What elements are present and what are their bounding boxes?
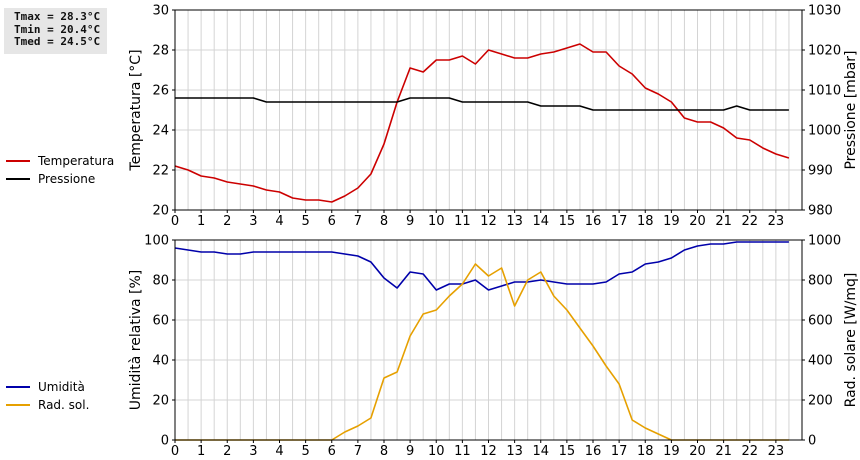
- x-tick-label: 6: [328, 444, 336, 459]
- series-line-pressione: [175, 97, 789, 111]
- y-left-tick-label: 0: [161, 434, 169, 449]
- x-tick-label: 10: [428, 214, 445, 229]
- legend-swatch-radsol: [6, 404, 30, 406]
- x-tick-label: 18: [637, 214, 654, 229]
- x-tick-label: 5: [301, 444, 309, 459]
- x-tick-label: 7: [354, 214, 362, 229]
- legend-label-radsol: Rad. sol.: [38, 398, 90, 412]
- y-right-tick-label: 1000: [808, 234, 841, 249]
- x-tick-label: 14: [532, 444, 549, 459]
- x-tick-label: 9: [406, 444, 414, 459]
- x-tick-label: 19: [663, 444, 680, 459]
- x-tick-label: 4: [275, 214, 283, 229]
- x-tick-label: 12: [480, 214, 497, 229]
- x-tick-label: 2: [223, 444, 231, 459]
- y-left-tick-label: 80: [152, 274, 169, 289]
- x-tick-label: 10: [428, 444, 445, 459]
- legend-item-umidita: Umidità: [6, 378, 89, 396]
- y-left-tick-label: 20: [152, 204, 169, 219]
- x-tick-label: 4: [275, 444, 283, 459]
- x-tick-label: 2: [223, 214, 231, 229]
- y-left-axis-title: Temperatura [°C]: [128, 49, 144, 171]
- legend-swatch-pressione: [6, 178, 30, 180]
- x-tick-label: 21: [715, 214, 732, 229]
- legend-swatch-temperatura: [6, 160, 30, 162]
- y-left-tick-label: 22: [152, 164, 169, 179]
- y-left-tick-label: 28: [152, 44, 169, 59]
- x-tick-label: 1: [197, 444, 205, 459]
- y-right-tick-label: 600: [808, 314, 833, 329]
- y-left-tick-label: 100: [144, 234, 169, 249]
- x-tick-label: 21: [715, 444, 732, 459]
- y-right-tick-label: 1010: [808, 84, 841, 99]
- y-left-tick-label: 20: [152, 394, 169, 409]
- x-tick-label: 12: [480, 444, 497, 459]
- legend-label-umidita: Umidità: [38, 380, 85, 394]
- y-right-tick-label: 200: [808, 394, 833, 409]
- x-tick-label: 5: [301, 214, 309, 229]
- y-right-tick-label: 1030: [808, 4, 841, 19]
- y-right-axis-title: Rad. solare [W/mq]: [843, 273, 859, 408]
- y-left-tick-label: 60: [152, 314, 169, 329]
- x-tick-label: 1: [197, 214, 205, 229]
- x-tick-label: 0: [171, 214, 179, 229]
- x-tick-label: 14: [532, 214, 549, 229]
- legend-swatch-umidita: [6, 386, 30, 388]
- x-tick-label: 17: [611, 444, 628, 459]
- y-left-tick-label: 26: [152, 84, 169, 99]
- x-tick-label: 22: [741, 214, 758, 229]
- x-tick-label: 20: [689, 444, 706, 459]
- legend-item-radsol: Rad. sol.: [6, 396, 89, 414]
- x-tick-label: 3: [249, 214, 257, 229]
- tmax-text: Tmax = 28.3°C: [14, 10, 101, 23]
- x-tick-label: 11: [454, 214, 471, 229]
- x-tick-label: 19: [663, 214, 680, 229]
- x-tick-label: 17: [611, 214, 628, 229]
- tmin-text: Tmin = 20.4°C: [14, 22, 101, 36]
- x-tick-label: 20: [689, 214, 706, 229]
- y-left-tick-label: 30: [152, 4, 169, 19]
- x-tick-label: 23: [768, 444, 785, 459]
- x-tick-label: 9: [406, 214, 414, 229]
- y-right-tick-label: 800: [808, 274, 833, 289]
- y-left-tick-label: 40: [152, 354, 169, 369]
- y-right-tick-label: 980: [808, 204, 833, 219]
- x-tick-label: 3: [249, 444, 257, 459]
- x-tick-label: 22: [741, 444, 758, 459]
- x-tick-label: 15: [559, 214, 576, 229]
- x-tick-label: 11: [454, 444, 471, 459]
- x-tick-label: 8: [380, 444, 388, 459]
- x-tick-label: 13: [506, 444, 523, 459]
- stats-box: Tmax = 28.3°C Tmin = 20.4°C Tmed = 24.5°…: [4, 8, 107, 54]
- legend-item-temperatura: Temperatura: [6, 152, 114, 170]
- y-right-tick-label: 400: [808, 354, 833, 369]
- y-right-tick-label: 990: [808, 164, 833, 179]
- legend-item-pressione: Pressione: [6, 170, 114, 188]
- x-tick-label: 7: [354, 444, 362, 459]
- x-tick-label: 8: [380, 214, 388, 229]
- x-tick-label: 13: [506, 214, 523, 229]
- x-tick-label: 15: [559, 444, 576, 459]
- series-line-temperatura: [174, 43, 790, 203]
- x-tick-label: 18: [637, 444, 654, 459]
- y-right-tick-label: 0: [808, 434, 816, 449]
- legend-bottom: Umidità Rad. sol.: [6, 378, 89, 414]
- x-tick-label: 16: [585, 214, 602, 229]
- x-tick-label: 0: [171, 444, 179, 459]
- y-right-axis-title: Pressione [mbar]: [843, 50, 859, 169]
- y-left-axis-title: Umidità relativa [%]: [128, 270, 144, 411]
- x-tick-label: 23: [768, 214, 785, 229]
- tmed-text: Tmed = 24.5°C: [14, 35, 101, 48]
- legend-label-temperatura: Temperatura: [38, 154, 115, 168]
- y-right-tick-label: 1020: [808, 44, 841, 59]
- y-left-tick-label: 24: [152, 124, 169, 139]
- series-line-umidit-: [174, 241, 789, 291]
- y-right-tick-label: 1000: [808, 124, 841, 139]
- legend-label-pressione: Pressione: [38, 172, 96, 186]
- x-tick-label: 16: [585, 444, 602, 459]
- x-tick-label: 6: [328, 214, 336, 229]
- legend-top: Temperatura Pressione: [6, 152, 114, 188]
